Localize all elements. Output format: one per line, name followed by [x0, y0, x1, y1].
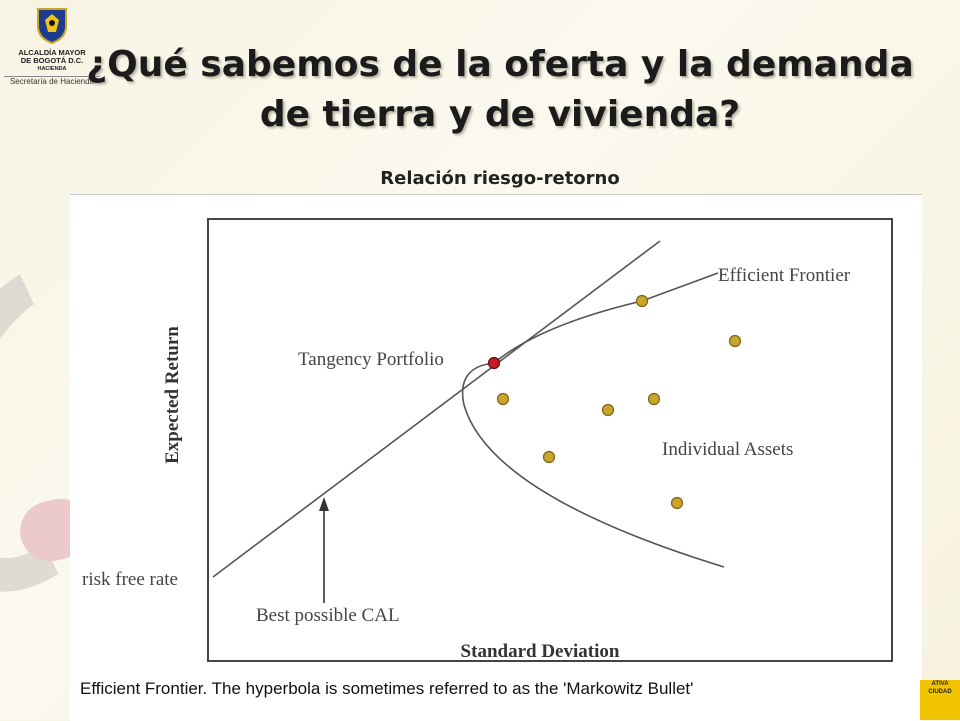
- asset-point: [496, 392, 510, 406]
- slide-title: ¿Qué sabemos de la oferta y la demanda d…: [60, 40, 940, 140]
- x-axis-label: Standard Deviation: [461, 641, 620, 662]
- title-line-1: ¿Qué sabemos de la oferta y la demanda: [86, 44, 914, 85]
- efficient-frontier-figure: Expected Return Standard Deviation Effic…: [70, 194, 922, 721]
- efficient-frontier-label: Efficient Frontier: [718, 265, 851, 286]
- asset-point: [542, 450, 556, 464]
- risk-free-rate-label: risk free rate: [82, 569, 178, 590]
- badge-line-2: CIUDAD: [928, 689, 952, 695]
- efficient-frontier-diagram: Expected Return Standard Deviation Effic…: [82, 218, 893, 662]
- figure-caption: Efficient Frontier. The hyperbola is som…: [80, 679, 694, 698]
- badge-line-1: ATIVA: [931, 681, 949, 687]
- asset-point: [635, 294, 649, 308]
- title-line-2: de tierra y de vivienda?: [259, 94, 741, 135]
- logo-text-2: DE BOGOTÁ D.C.: [20, 56, 84, 65]
- asset-point: [728, 334, 742, 348]
- corner-logo-badge: ATIVA CIUDAD: [920, 680, 960, 720]
- best-cal-label: Best possible CAL: [256, 605, 400, 626]
- bogota-logo: ALCALDÍA MAYOR DE BOGOTÁ D.C. HACIENDA S…: [4, 6, 100, 92]
- logo-text-1: ALCALDÍA MAYOR: [18, 48, 86, 57]
- tangency-portfolio-point: [487, 356, 501, 370]
- y-axis-label: Expected Return: [162, 326, 183, 464]
- asset-point: [647, 392, 661, 406]
- cal-arrow-head: [319, 497, 329, 511]
- asset-point: [601, 403, 615, 417]
- asset-point: [670, 496, 684, 510]
- logo-text-4: Secretaría de Hacienda: [4, 76, 100, 86]
- tangency-portfolio-label: Tangency Portfolio: [298, 349, 444, 370]
- slide-subtitle: Relación riesgo-retorno: [380, 168, 620, 189]
- efficient-frontier-curve: [461, 272, 725, 568]
- individual-assets-label: Individual Assets: [662, 439, 793, 460]
- logo-text-3: HACIENDA: [37, 66, 67, 72]
- plot-frame: [207, 218, 893, 662]
- coat-of-arms-icon: [37, 8, 67, 45]
- capital-allocation-line: [212, 240, 661, 578]
